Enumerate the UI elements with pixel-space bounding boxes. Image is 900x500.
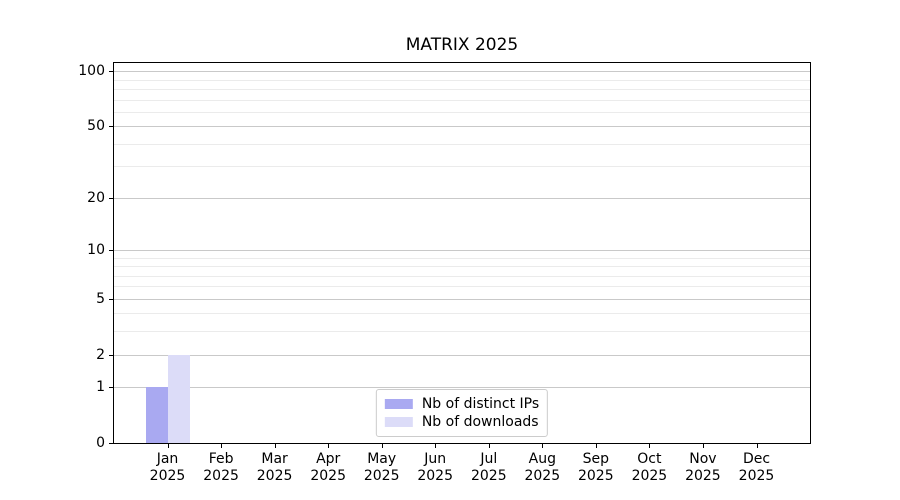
x-tick-mark-jan — [167, 444, 169, 448]
x-tick-year: 2025 — [524, 468, 561, 484]
x-tick-label-dec: Dec 2025 — [727, 451, 787, 485]
major-gridline-20 — [114, 197, 810, 199]
y-tick-mark-100 — [109, 71, 113, 73]
bar-jan-nb-of-downloads — [167, 354, 190, 443]
y-tick-mark-2 — [109, 354, 113, 356]
x-tick-mark-oct — [649, 444, 651, 448]
x-tick-year: 2025 — [738, 468, 775, 484]
major-gridline-10 — [114, 249, 810, 251]
minor-gridline-60 — [114, 111, 810, 113]
x-tick-month: Aug — [528, 451, 556, 467]
legend-item-nb-of-downloads: Nb of downloads — [384, 413, 539, 431]
x-tick-year: 2025 — [203, 468, 239, 484]
x-tick-month: Jul — [480, 451, 498, 467]
x-tick-month: Feb — [208, 451, 234, 467]
minor-gridline-6 — [114, 286, 810, 288]
minor-gridline-40 — [114, 143, 810, 145]
x-tick-year: 2025 — [631, 468, 668, 484]
y-tick-mark-0 — [109, 443, 113, 444]
x-tick-mark-dec — [756, 444, 758, 448]
y-tick-mark-5 — [109, 298, 113, 300]
y-tick-mark-10 — [109, 249, 113, 251]
x-tick-year: 2025 — [310, 468, 346, 484]
minor-gridline-4 — [114, 313, 810, 315]
x-tick-year: 2025 — [685, 468, 721, 484]
x-tick-year: 2025 — [417, 468, 453, 484]
minor-gridline-80 — [114, 89, 810, 91]
x-tick-label-aug: Aug 2025 — [512, 451, 572, 485]
x-tick-mark-jul — [488, 444, 490, 448]
y-tick-label-5: 5 — [96, 290, 105, 307]
x-tick-year: 2025 — [149, 468, 186, 484]
y-tick-mark-50 — [109, 126, 113, 128]
x-tick-year: 2025 — [470, 468, 507, 484]
x-tick-mark-apr — [328, 444, 330, 448]
major-gridline-5 — [114, 298, 810, 300]
minor-gridline-70 — [114, 99, 810, 101]
minor-gridline-7 — [114, 275, 810, 277]
y-tick-label-20: 20 — [87, 189, 105, 206]
x-tick-month: Dec — [742, 451, 771, 467]
x-tick-label-jul: Jul 2025 — [459, 451, 519, 485]
x-tick-month: May — [367, 451, 397, 467]
major-gridline-2 — [114, 354, 810, 356]
y-tick-label-10: 10 — [87, 241, 105, 258]
plot-area: Nb of distinct IPs Nb of downloads — [113, 62, 811, 444]
legend-label: Nb of distinct IPs — [421, 396, 540, 412]
x-tick-month: Oct — [637, 451, 662, 467]
minor-gridline-3 — [114, 331, 810, 333]
x-tick-label-feb: Feb 2025 — [191, 451, 251, 485]
major-gridline-1 — [114, 387, 810, 389]
chart-title: MATRIX 2025 — [405, 35, 519, 55]
x-tick-mark-feb — [221, 444, 223, 448]
bar-jan-nb-of-distinct-ips — [145, 387, 168, 443]
legend-label: Nb of downloads — [421, 414, 539, 430]
x-tick-mark-aug — [542, 444, 544, 448]
legend: Nb of distinct IPs Nb of downloads — [375, 389, 549, 437]
y-tick-label-1: 1 — [96, 379, 105, 396]
x-tick-label-mar: Mar 2025 — [245, 451, 305, 485]
minor-gridline-8 — [114, 266, 810, 267]
x-tick-mark-jun — [435, 444, 437, 448]
x-tick-month: Mar — [261, 451, 288, 467]
x-tick-month: Apr — [316, 451, 341, 467]
x-tick-mark-nov — [702, 444, 704, 448]
x-tick-month: Sep — [582, 451, 609, 467]
x-tick-year: 2025 — [363, 468, 400, 484]
x-tick-mark-mar — [274, 444, 276, 448]
x-tick-month: Nov — [689, 451, 717, 467]
x-tick-label-jan: Jan 2025 — [138, 451, 198, 485]
x-tick-mark-sep — [595, 444, 597, 448]
y-tick-label-100: 100 — [78, 63, 105, 80]
minor-gridline-30 — [114, 166, 810, 168]
y-tick-label-0: 0 — [96, 435, 105, 451]
legend-swatch-nb-of-distinct-ips — [384, 399, 413, 409]
legend-swatch-nb-of-downloads — [384, 417, 413, 427]
x-tick-month: Jan — [156, 451, 179, 467]
x-tick-label-jun: Jun 2025 — [405, 451, 465, 485]
x-tick-label-nov: Nov 2025 — [673, 451, 733, 485]
y-tick-label-50: 50 — [87, 118, 105, 135]
x-tick-label-apr: Apr 2025 — [298, 451, 358, 485]
legend-item-nb-of-distinct-ips: Nb of distinct IPs — [384, 395, 540, 413]
minor-gridline-9 — [114, 257, 810, 259]
x-tick-month: Jun — [424, 451, 447, 467]
x-tick-year: 2025 — [256, 468, 293, 484]
minor-gridline-90 — [114, 79, 810, 81]
x-tick-label-may: May 2025 — [352, 451, 412, 485]
x-tick-mark-may — [381, 444, 383, 448]
major-gridline-100 — [114, 71, 810, 73]
x-tick-year: 2025 — [577, 468, 614, 484]
y-tick-mark-1 — [109, 387, 113, 389]
x-tick-label-oct: Oct 2025 — [619, 451, 679, 485]
x-tick-label-sep: Sep 2025 — [566, 451, 626, 485]
major-gridline-50 — [114, 126, 810, 128]
y-tick-label-2: 2 — [96, 346, 105, 363]
y-tick-mark-20 — [109, 197, 113, 199]
